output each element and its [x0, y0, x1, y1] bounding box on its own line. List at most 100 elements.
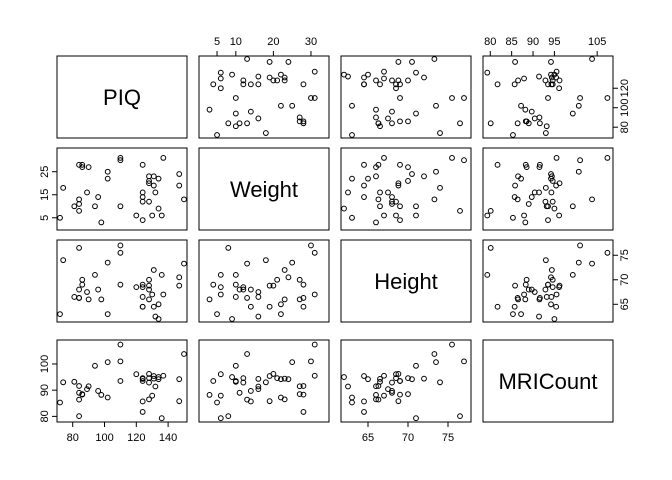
point-height-mricount-21 — [542, 286, 549, 293]
point-piq-mricount-30 — [604, 95, 611, 101]
point-weight-height-2 — [395, 180, 402, 187]
point-piq-height-13 — [373, 114, 379, 121]
point-weight-height-22 — [349, 175, 355, 182]
point-weight-piq-5 — [150, 182, 157, 189]
point-weight-height-16 — [433, 168, 439, 175]
point-mricount-piq-14 — [95, 388, 102, 394]
point-piq-weight-24 — [236, 120, 243, 127]
point-piq-weight-33 — [281, 77, 288, 84]
point-weight-mricount-21 — [542, 198, 549, 205]
point-height-mricount-39 — [484, 271, 491, 278]
point-weight-height-34 — [393, 198, 399, 205]
point-piq-weight-35 — [232, 110, 239, 117]
point-height-weight-0 — [300, 303, 307, 310]
tick-label-y-piq-120: 120 — [619, 79, 631, 97]
point-height-weight-12 — [285, 274, 292, 281]
point-mricount-weight-20 — [229, 374, 235, 380]
point-height-piq-27 — [139, 294, 146, 300]
variable-label-mricount: MRICount — [498, 369, 597, 394]
point-mricount-weight-35 — [232, 362, 239, 369]
point-height-piq-31 — [79, 281, 86, 288]
point-weight-mricount-36 — [542, 184, 549, 191]
point-mricount-piq-9 — [139, 398, 146, 405]
point-weight-height-9 — [361, 194, 367, 200]
point-piq-mricount-16 — [575, 102, 582, 109]
point-height-weight-28 — [255, 313, 262, 320]
axes: 80 100 120 140 5 10 20 30 65 70 75 80 85 90 95 105 80 100… — [39, 36, 631, 444]
point-mricount-piq-35 — [92, 362, 98, 369]
point-mricount-piq-30 — [117, 341, 124, 348]
point-weight-mricount-8 — [512, 182, 518, 189]
point-piq-mricount-19 — [487, 120, 494, 127]
point-piq-weight-2 — [270, 77, 277, 84]
point-mricount-height-20 — [341, 374, 347, 380]
point-mricount-piq-1 — [181, 351, 187, 357]
point-height-mricount-33 — [515, 296, 521, 303]
point-piq-height-37 — [385, 115, 391, 122]
point-piq-weight-23 — [281, 74, 288, 81]
point-height-mricount-5 — [553, 303, 560, 310]
point-piq-height-28 — [345, 73, 351, 80]
point-weight-piq-21 — [146, 198, 152, 205]
point-piq-weight-5 — [266, 74, 273, 81]
tick-label-x-mricount-90: 90 — [527, 36, 539, 48]
point-weight-mricount-32 — [543, 203, 550, 210]
point-mricount-height-10 — [405, 375, 411, 382]
point-weight-piq-14 — [95, 194, 102, 200]
point-piq-height-11 — [397, 81, 403, 88]
point-piq-height-15 — [393, 85, 399, 92]
point-mricount-piq-16 — [104, 359, 111, 366]
point-height-weight-7 — [244, 295, 250, 301]
point-weight-mricount-6 — [522, 219, 529, 226]
point-mricount-piq-26 — [57, 399, 63, 406]
point-mricount-height-5 — [361, 373, 367, 379]
point-mricount-piq-29 — [160, 372, 167, 379]
point-piq-height-14 — [389, 108, 395, 115]
point-piq-weight-0 — [300, 81, 307, 88]
tick-label-y-height-65: 65 — [619, 298, 631, 310]
panel-frame — [482, 239, 614, 323]
point-piq-mricount-9 — [511, 81, 518, 88]
point-piq-weight-11 — [210, 81, 217, 88]
point-height-piq-17 — [76, 295, 82, 301]
point-piq-weight-38 — [217, 75, 224, 82]
point-piq-height-10 — [405, 77, 411, 84]
variable-label-weight: Weight — [230, 177, 298, 202]
tick-label-x-weight-30: 30 — [305, 36, 317, 48]
point-weight-height-39 — [413, 212, 419, 219]
point-mricount-piq-25 — [117, 358, 124, 365]
point-piq-weight-18 — [296, 118, 303, 125]
point-mricount-height-38 — [381, 392, 387, 399]
point-height-weight-35 — [232, 271, 239, 278]
point-piq-weight-22 — [278, 102, 284, 109]
point-mricount-piq-6 — [98, 391, 105, 398]
point-weight-mricount-26 — [510, 214, 516, 221]
point-weight-height-37 — [385, 189, 391, 196]
point-height-piq-3 — [155, 301, 162, 308]
point-piq-height-36 — [437, 130, 443, 136]
point-mricount-weight-19 — [225, 413, 232, 420]
point-weight-mricount-37 — [531, 189, 538, 196]
point-mricount-height-30 — [449, 341, 455, 348]
point-mricount-height-37 — [385, 386, 391, 393]
point-piq-height-33 — [373, 77, 379, 84]
point-height-weight-17 — [300, 295, 307, 301]
point-weight-height-5 — [361, 182, 367, 189]
point-mricount-weight-31 — [300, 391, 307, 398]
point-weight-piq-37 — [84, 189, 90, 196]
point-weight-height-33 — [373, 173, 379, 180]
point-piq-mricount-1 — [589, 56, 595, 62]
point-mricount-height-28 — [345, 383, 351, 390]
point-weight-height-7 — [375, 196, 382, 203]
point-piq-weight-4 — [232, 95, 239, 101]
point-weight-piq-31 — [79, 161, 86, 168]
point-height-mricount-19 — [487, 245, 494, 251]
point-mricount-height-1 — [431, 351, 438, 357]
tick-label-x-weight-20: 20 — [267, 36, 279, 48]
point-height-mricount-28 — [536, 313, 542, 320]
point-height-mricount-8 — [512, 282, 518, 289]
point-mricount-height-9 — [361, 398, 367, 405]
point-weight-height-17 — [375, 161, 382, 168]
point-height-weight-1 — [244, 260, 250, 267]
point-piq-weight-32 — [232, 123, 239, 130]
